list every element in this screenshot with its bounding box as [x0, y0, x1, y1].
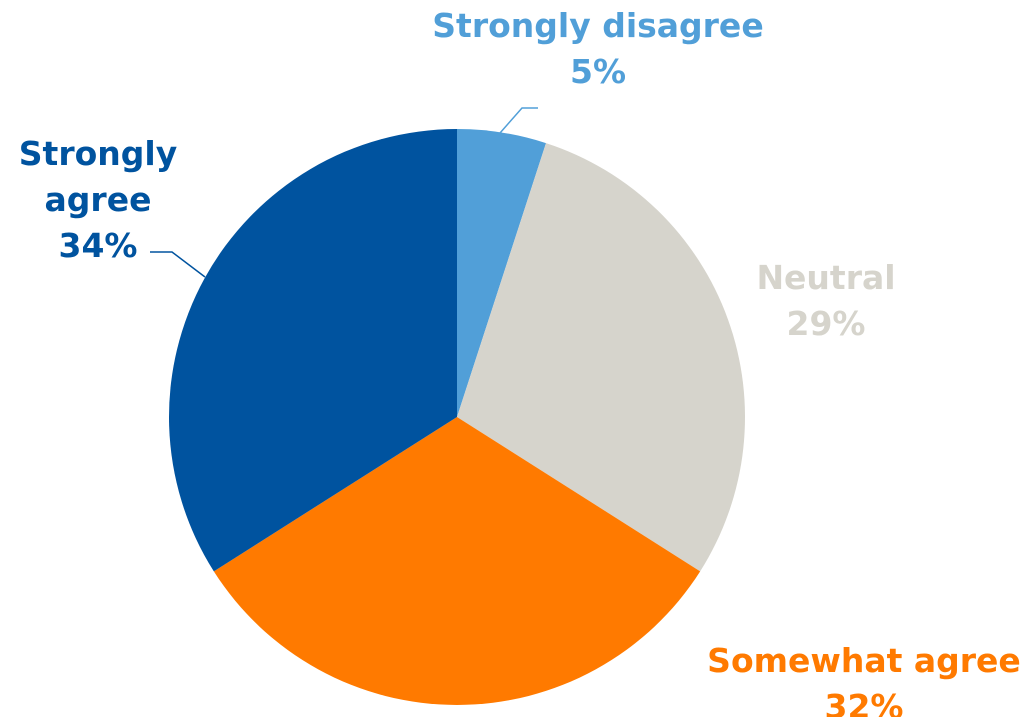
data-label-category: Strongly	[19, 134, 177, 173]
data-label-somewhat-agree: Somewhat agree 32%	[707, 641, 1021, 717]
pie-slice-neutral	[457, 143, 745, 572]
pie-slice-somewhat-agree	[213, 417, 701, 705]
data-label-category: agree	[45, 180, 152, 219]
leader-lines	[150, 107, 538, 278]
data-label-strongly-agree: Strongly agree 34%	[19, 134, 177, 265]
leader-line-strongly-disagree	[499, 107, 538, 134]
data-label-category: Somewhat agree	[707, 641, 1021, 680]
data-label-category: Strongly disagree	[432, 6, 763, 45]
pie-slice-strongly-disagree	[457, 129, 546, 417]
data-label-value: 5%	[570, 52, 626, 91]
data-labels: Strongly disagree 5% Neutral 29% Somewhat ag…	[19, 6, 1021, 717]
leader-line-strongly-agree	[150, 251, 206, 278]
data-label-value: 29%	[787, 304, 866, 343]
data-label-category: Neutral	[756, 258, 895, 297]
pie-slice-strongly-agree	[169, 129, 457, 572]
data-label-value: 32%	[825, 687, 904, 717]
data-label-value: 34%	[59, 226, 138, 265]
data-label-strongly-disagree: Strongly disagree 5%	[432, 6, 763, 91]
pie-slices	[169, 129, 745, 705]
data-label-neutral: Neutral 29%	[756, 258, 895, 343]
